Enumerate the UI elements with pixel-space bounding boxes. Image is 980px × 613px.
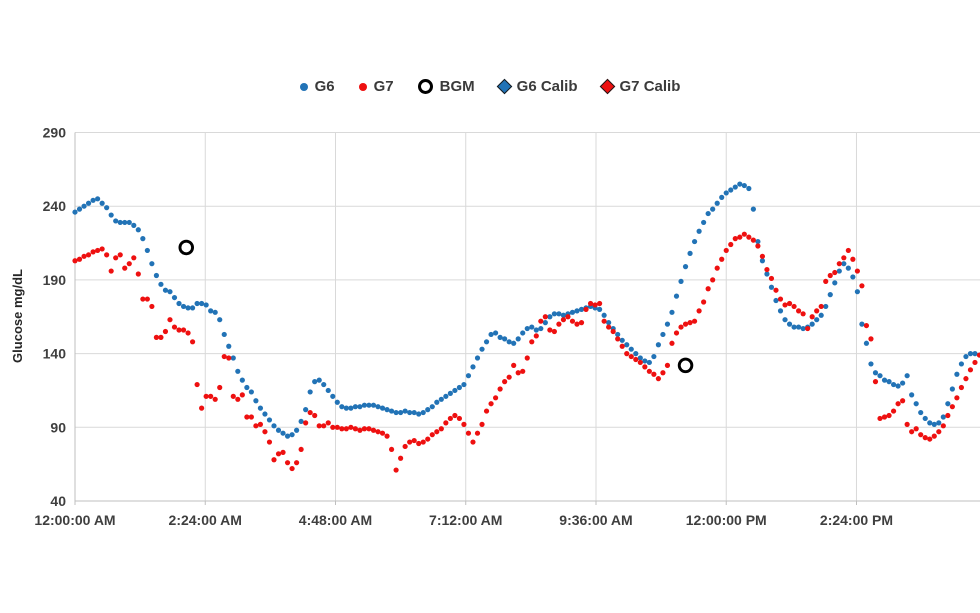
legend-item-g6: G6 xyxy=(299,78,335,95)
axis-lines xyxy=(74,132,980,505)
legend-label-g7: G7 xyxy=(373,78,394,95)
g7-dot-icon xyxy=(358,82,367,91)
bgm-ring-icon xyxy=(417,79,433,94)
svg-text:90: 90 xyxy=(50,419,66,435)
legend-label-g6-calib: G6 Calib xyxy=(516,78,578,95)
svg-text:9:36:00 AM: 9:36:00 AM xyxy=(559,512,632,528)
legend-label-bgm: BGM xyxy=(439,78,475,95)
y-axis-labels: 40 90 140 190 240 290 xyxy=(43,125,67,510)
legend-label-g6: G6 xyxy=(314,78,335,95)
svg-text:240: 240 xyxy=(43,198,67,214)
svg-text:190: 190 xyxy=(43,272,67,288)
svg-text:290: 290 xyxy=(43,125,67,141)
svg-text:12:00:00 PM: 12:00:00 PM xyxy=(686,512,767,528)
legend-item-g7: G7 xyxy=(358,78,394,95)
x-axis-labels: 12:00:00 AM 2:24:00 AM 4:48:00 AM 7:12:00 A… xyxy=(34,512,893,528)
svg-text:7:12:00 AM: 7:12:00 AM xyxy=(429,512,502,528)
legend-item-bgm: BGM xyxy=(417,78,475,95)
y-axis-title: Glucose mg/dL xyxy=(10,269,25,363)
legend-item-g7-calib: G7 Calib xyxy=(599,78,681,95)
svg-text:40: 40 xyxy=(50,493,66,509)
svg-text:140: 140 xyxy=(43,346,67,362)
svg-text:4:48:00 AM: 4:48:00 AM xyxy=(299,512,372,528)
series-g6 xyxy=(72,181,980,439)
bgm-markers xyxy=(178,239,694,374)
svg-text:2:24:00 PM: 2:24:00 PM xyxy=(820,512,893,528)
legend-label-g7-calib: G7 Calib xyxy=(619,78,681,95)
chart-legend: G6 G7 BGM G6 Calib G7 Calib xyxy=(0,78,980,95)
svg-text:2:24:00 AM: 2:24:00 AM xyxy=(169,512,242,528)
legend-item-g6-calib: G6 Calib xyxy=(496,78,578,95)
svg-text:12:00:00 AM: 12:00:00 AM xyxy=(34,512,115,528)
gridlines xyxy=(75,132,980,501)
series-g7 xyxy=(72,231,980,473)
g6-dot-icon xyxy=(299,82,308,91)
